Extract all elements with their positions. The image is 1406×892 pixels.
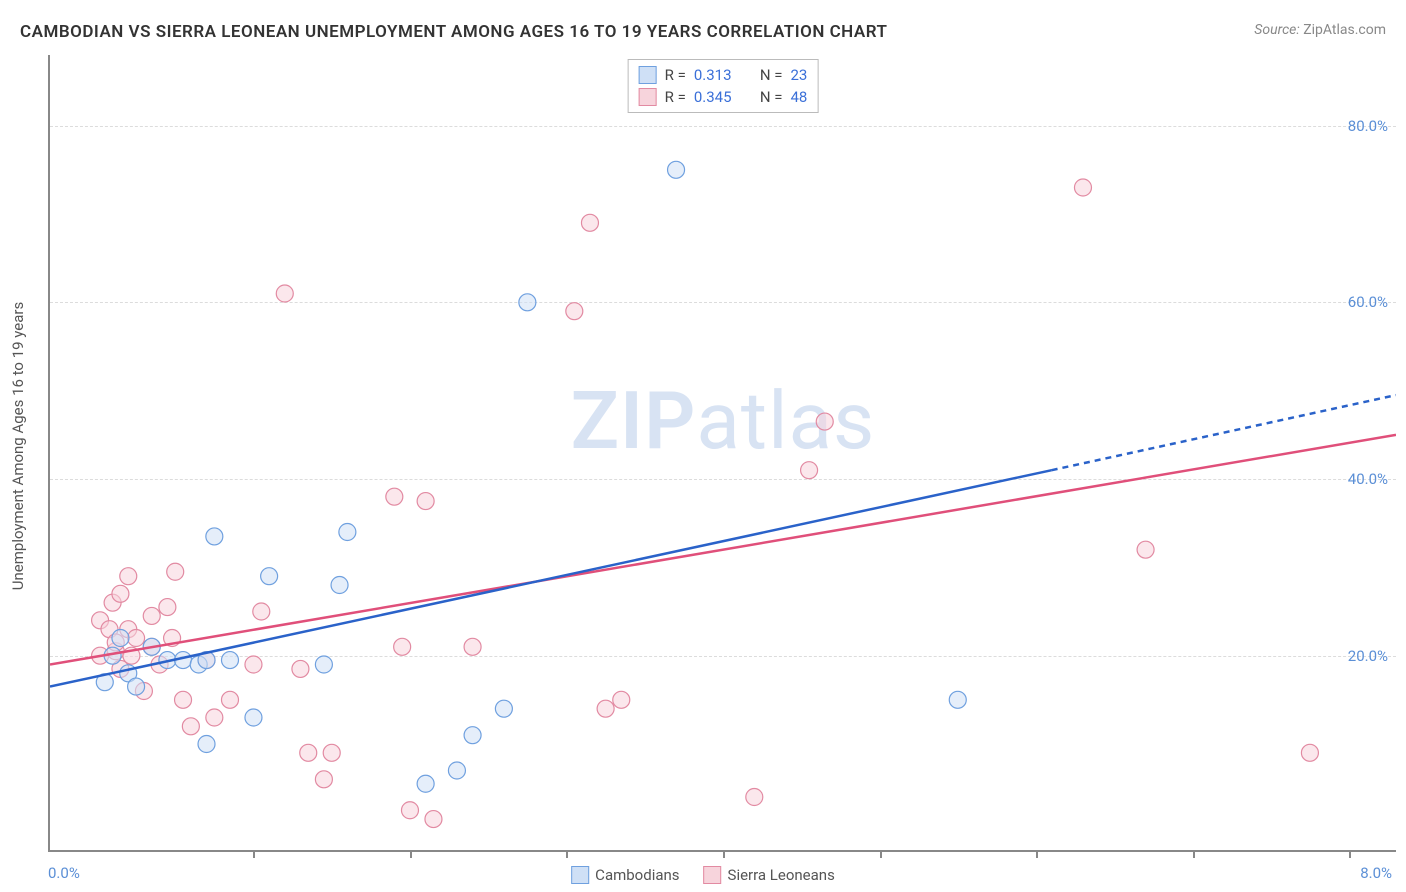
data-point [339,524,356,541]
data-point [801,462,818,479]
data-point [120,568,137,585]
data-point [182,718,199,735]
data-point [198,736,215,753]
data-point [175,691,192,708]
data-point [159,599,176,616]
data-point [495,700,512,717]
data-point [206,709,223,726]
n-label: N = [760,88,783,106]
trend-line [50,435,1396,665]
data-point [300,744,317,761]
trend-line [50,470,1052,686]
chart-plot-area: ZIPatlas R = 0.313 N = 23 R = 0.345 N = … [48,55,1396,852]
legend-item: Sierra Leoneans [704,866,835,884]
data-point [221,652,238,669]
legend-label: Sierra Leoneans [728,866,835,884]
data-point [519,294,536,311]
data-point [128,678,145,695]
data-point [112,630,129,647]
r-label: R = [665,88,686,106]
x-tick-mark [253,850,255,858]
n-value: 23 [790,66,807,84]
correlation-legend: R = 0.313 N = 23 R = 0.345 N = 48 [628,59,819,113]
data-point [597,700,614,717]
data-point [221,691,238,708]
n-label: N = [760,66,783,84]
scatter-svg [50,55,1396,850]
x-tick-mark [566,850,568,858]
data-point [394,638,411,655]
x-tick-mark [410,850,412,858]
y-axis-title: Unemployment Among Ages 16 to 19 years [9,302,27,590]
data-point [746,789,763,806]
data-point [1137,541,1154,558]
data-point [292,660,309,677]
data-point [448,762,465,779]
x-tick-mark [1349,850,1351,858]
data-point [253,603,270,620]
x-axis-min-label: 0.0% [48,864,80,882]
legend-swatch-b [639,88,657,106]
data-point [245,709,262,726]
data-point [464,638,481,655]
data-point [261,568,278,585]
data-point [143,607,160,624]
legend-item: Cambodians [571,866,679,884]
legend-swatch-a [639,66,657,84]
data-point [331,577,348,594]
data-point [581,214,598,231]
data-point [464,727,481,744]
data-point [315,771,332,788]
data-point [668,161,685,178]
legend-row: R = 0.345 N = 48 [639,86,808,108]
legend-row: R = 0.313 N = 23 [639,64,808,86]
data-point [401,802,418,819]
legend-swatch-a [571,866,589,884]
data-point [245,656,262,673]
data-point [816,413,833,430]
data-point [566,303,583,320]
trend-line [1052,395,1396,470]
chart-title: CAMBODIAN VS SIERRA LEONEAN UNEMPLOYMENT… [20,22,887,42]
data-point [417,775,434,792]
data-point [323,744,340,761]
data-point [613,691,630,708]
data-point [425,811,442,828]
source-value: ZipAtlas.com [1303,22,1386,38]
r-value: 0.313 [694,66,746,84]
data-point [1301,744,1318,761]
data-point [206,528,223,545]
data-point [386,488,403,505]
r-value: 0.345 [694,88,746,106]
n-value: 48 [790,88,807,106]
data-point [128,630,145,647]
series-legend: Cambodians Sierra Leoneans [571,866,835,884]
source-attribution: Source: ZipAtlas.com [1254,22,1386,38]
data-point [1074,179,1091,196]
x-tick-mark [1036,850,1038,858]
x-tick-mark [880,850,882,858]
data-point [949,691,966,708]
data-point [167,563,184,580]
x-tick-mark [723,850,725,858]
data-point [315,656,332,673]
data-point [417,493,434,510]
source-label: Source: [1254,22,1299,38]
r-label: R = [665,66,686,84]
data-point [276,285,293,302]
x-axis-max-label: 8.0% [1360,864,1392,882]
x-tick-mark [1193,850,1195,858]
legend-label: Cambodians [595,866,679,884]
data-point [112,585,129,602]
legend-swatch-b [704,866,722,884]
